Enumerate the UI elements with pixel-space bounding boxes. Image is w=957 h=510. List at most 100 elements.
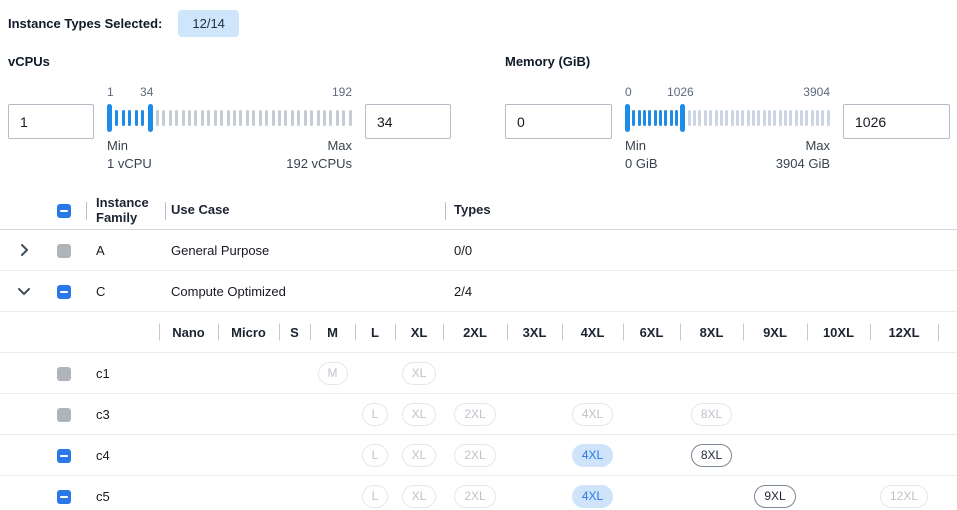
slider-tick bbox=[297, 110, 301, 126]
slider-max-value: 3904 GiB bbox=[775, 155, 830, 171]
vcpus-slider: 1 34 192 Min 1 vCPU Max 192 vCPUs bbox=[107, 85, 352, 172]
size-col-XL: XL bbox=[395, 325, 443, 340]
slider-tick bbox=[348, 110, 352, 126]
checkbox-family-A bbox=[57, 243, 71, 258]
size-col-3XL: 3XL bbox=[507, 325, 562, 340]
slider-tick bbox=[664, 110, 668, 126]
slider-handle-high[interactable] bbox=[680, 104, 686, 132]
slider-tick bbox=[155, 110, 159, 126]
slider-tick bbox=[648, 110, 652, 126]
slider-tick bbox=[277, 110, 281, 126]
memory-min-input[interactable] bbox=[505, 104, 612, 139]
size-chip-c4-8XL[interactable]: 8XL bbox=[690, 443, 733, 467]
size-chip-c5-4XL[interactable]: 4XL bbox=[571, 484, 614, 508]
size-cell: 9XL bbox=[743, 484, 807, 508]
memory-slider-bounds: Min 0 GiB Max 3904 GiB bbox=[625, 137, 830, 172]
size-col-8XL: 8XL bbox=[680, 325, 743, 340]
slider-scale-current: 1026 bbox=[667, 85, 694, 99]
size-chip-c4-L: L bbox=[361, 443, 389, 467]
size-chip-c1-M: M bbox=[317, 361, 348, 385]
instance-row-c5: c5 L XL 2XL 4XL 9XL 12XL bbox=[0, 476, 957, 510]
slider-tick bbox=[220, 110, 224, 126]
vcpus-min-input[interactable] bbox=[8, 104, 94, 139]
slider-tick bbox=[659, 110, 663, 126]
expand-toggle-C[interactable] bbox=[0, 283, 48, 299]
filter-vcpus: vCPUs 1 34 192 Min 1 vCPU bbox=[8, 54, 451, 172]
size-chip-c3-8XL: 8XL bbox=[690, 402, 733, 426]
memory-filter-title: Memory (GiB) bbox=[505, 54, 591, 69]
instance-name: c3 bbox=[96, 406, 110, 422]
size-cell: 4XL bbox=[562, 402, 623, 426]
checkbox-family-C[interactable] bbox=[57, 284, 71, 299]
slider-tick bbox=[252, 110, 256, 126]
slider-tick bbox=[757, 110, 761, 126]
family-types-count: 2/4 bbox=[454, 283, 473, 299]
slider-handle-low[interactable] bbox=[107, 104, 112, 132]
slider-tick bbox=[693, 110, 697, 126]
size-cell: XL bbox=[395, 443, 443, 467]
slider-tick bbox=[271, 110, 275, 126]
slider-tick bbox=[783, 110, 787, 126]
slider-min-value: 0 GiB bbox=[625, 155, 658, 171]
vcpus-filter-title: vCPUs bbox=[8, 54, 50, 69]
chevron-down-icon bbox=[18, 288, 30, 296]
checkbox-c5[interactable] bbox=[57, 489, 71, 504]
slider-handle-low[interactable] bbox=[625, 104, 630, 132]
chevron-right-icon bbox=[21, 244, 28, 257]
size-cell: L bbox=[355, 484, 395, 508]
size-col-Micro: Micro bbox=[218, 325, 279, 340]
slider-tick bbox=[778, 110, 782, 126]
size-col-2XL: 2XL bbox=[443, 325, 507, 340]
slider-tick bbox=[725, 110, 729, 126]
slider-tick bbox=[821, 110, 825, 126]
slider-tick bbox=[245, 110, 249, 126]
family-name: A bbox=[96, 242, 105, 258]
size-col-S: S bbox=[279, 325, 310, 340]
checkbox-c4[interactable] bbox=[57, 448, 71, 463]
size-chip-c5-L: L bbox=[361, 484, 389, 508]
slider-tick bbox=[239, 110, 243, 126]
slider-handle-high[interactable] bbox=[147, 104, 153, 132]
size-cell: XL bbox=[395, 402, 443, 426]
slider-tick bbox=[258, 110, 262, 126]
slider-max-value: 192 vCPUs bbox=[286, 155, 352, 171]
select-all-checkbox[interactable] bbox=[57, 204, 71, 219]
size-chip-c3-L: L bbox=[361, 402, 389, 426]
slider-tick bbox=[233, 110, 237, 126]
slider-tick bbox=[800, 110, 803, 126]
instance-row-c1: c1 M XL bbox=[0, 353, 957, 395]
col-header-use-case: Use Case bbox=[165, 202, 445, 218]
slider-tick bbox=[316, 110, 320, 126]
size-cell: M bbox=[310, 361, 355, 385]
expand-toggle-A[interactable] bbox=[0, 242, 48, 258]
slider-tick bbox=[342, 110, 346, 126]
size-chip-c3-XL: XL bbox=[401, 402, 437, 426]
size-cell: XL bbox=[395, 484, 443, 508]
slider-tick bbox=[714, 110, 718, 126]
memory-slider-track[interactable] bbox=[625, 104, 830, 132]
vcpus-max-input[interactable] bbox=[365, 104, 451, 139]
size-cell: 12XL bbox=[870, 484, 938, 508]
slider-tick bbox=[207, 110, 211, 126]
size-cell: 4XL bbox=[562, 443, 623, 467]
vcpus-slider-track[interactable] bbox=[107, 104, 352, 132]
instance-name: c4 bbox=[96, 447, 110, 463]
slider-tick bbox=[168, 110, 172, 126]
slider-tick bbox=[816, 110, 820, 126]
slider-tick bbox=[773, 110, 777, 126]
size-chip-c5-9XL[interactable]: 9XL bbox=[754, 484, 796, 508]
slider-max-label: Max bbox=[327, 138, 352, 153]
slider-tick bbox=[637, 110, 641, 126]
table-body: A General Purpose 0/0 C Compute Optimized 2/4… bbox=[0, 230, 957, 510]
instance-row-c4: c4 L XL 2XL 4XL 8XL bbox=[0, 435, 957, 477]
col-header-types: Types bbox=[445, 202, 957, 218]
memory-max-input[interactable] bbox=[843, 104, 950, 139]
slider-tick bbox=[810, 110, 814, 126]
slider-tick bbox=[134, 110, 138, 126]
slider-tick bbox=[805, 110, 809, 126]
checkbox-c3 bbox=[57, 407, 71, 422]
filter-memory: Memory (GiB) 0 1026 3904 Min 0 GiB bbox=[505, 54, 950, 172]
size-chip-c5-XL: XL bbox=[401, 484, 437, 508]
size-chip-c4-4XL[interactable]: 4XL bbox=[571, 443, 614, 467]
slider-tick bbox=[789, 110, 793, 126]
